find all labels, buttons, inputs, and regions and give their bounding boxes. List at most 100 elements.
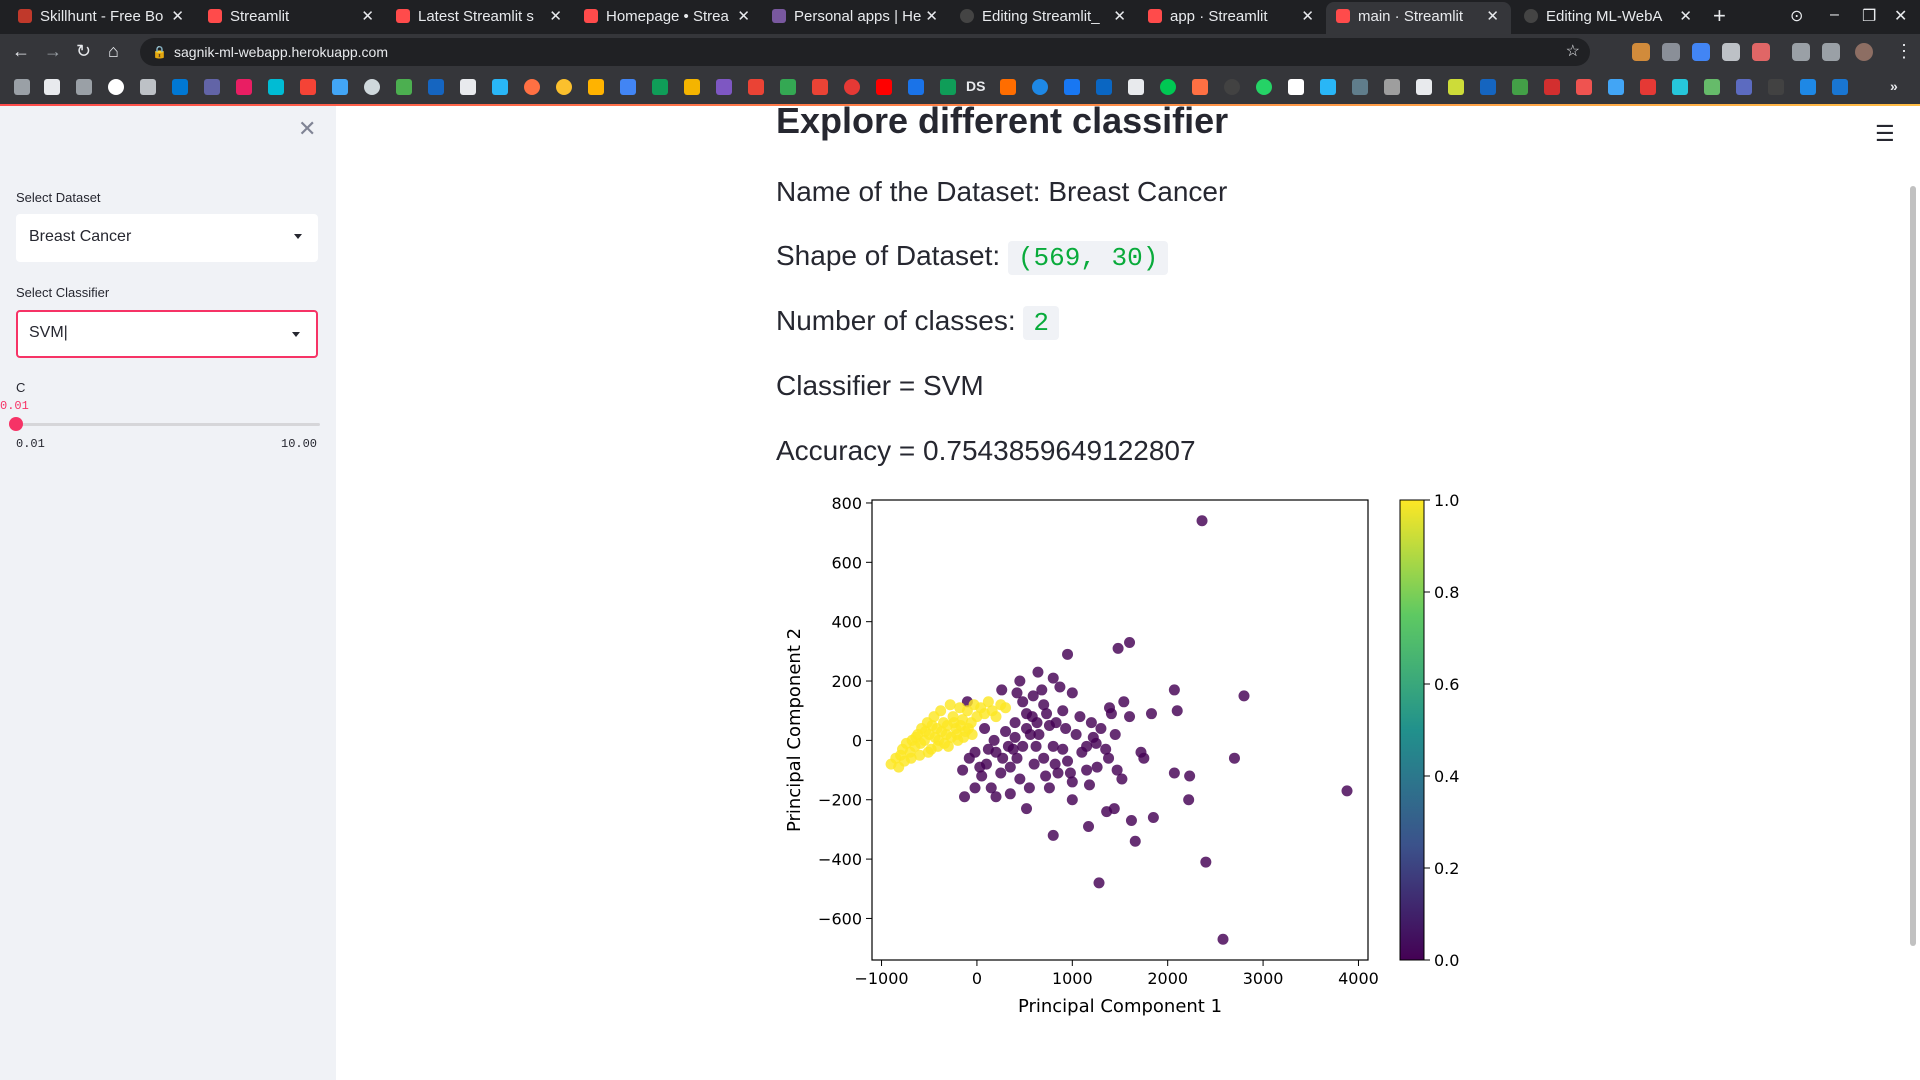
close-icon[interactable]: ✕: [1301, 8, 1314, 25]
browser-tab-active[interactable]: main · Streamlit ✕: [1326, 2, 1511, 34]
browser-tab[interactable]: Homepage • Strea ✕: [584, 4, 754, 30]
bookmark-icon[interactable]: [588, 79, 604, 95]
back-icon[interactable]: ←: [12, 41, 30, 61]
classifier-select[interactable]: SVM|: [16, 310, 318, 358]
scrollbar[interactable]: [1910, 186, 1916, 946]
extension-icon[interactable]: [1662, 43, 1680, 61]
avatar[interactable]: [1855, 43, 1873, 61]
bookmark-icon[interactable]: [1736, 79, 1752, 95]
close-icon[interactable]: ✕: [171, 8, 184, 25]
close-icon[interactable]: ✕: [298, 116, 317, 141]
facebook-icon[interactable]: [1064, 79, 1080, 95]
bookmark-icon[interactable]: [1032, 79, 1048, 95]
extension-icon[interactable]: [1632, 43, 1650, 61]
hamburger-menu-icon[interactable]: ☰: [1875, 121, 1895, 146]
close-icon[interactable]: ✕: [1679, 8, 1692, 25]
close-icon[interactable]: ✕: [361, 8, 374, 25]
bookmark-icon[interactable]: [1128, 79, 1144, 95]
drive-icon[interactable]: [780, 79, 796, 95]
close-icon[interactable]: ✕: [1486, 8, 1499, 25]
close-icon[interactable]: ✕: [737, 8, 750, 25]
bookmark-icon[interactable]: [1768, 79, 1784, 95]
bookmark-icon[interactable]: [76, 79, 92, 95]
outlook-icon[interactable]: [172, 79, 188, 95]
bookmark-icon[interactable]: [1672, 79, 1688, 95]
bookmark-icon[interactable]: [1448, 79, 1464, 95]
github-icon[interactable]: [1224, 79, 1240, 95]
slider-track[interactable]: [16, 423, 320, 426]
bookmark-icon[interactable]: [1640, 79, 1656, 95]
linkedin-icon[interactable]: [1096, 79, 1112, 95]
bookmark-icon[interactable]: [1544, 79, 1560, 95]
bookmark-icon[interactable]: [1160, 79, 1176, 95]
minimize-icon[interactable]: –: [1830, 6, 1839, 23]
bookmark-icon[interactable]: [1608, 79, 1624, 95]
restore-icon[interactable]: ❐: [1862, 8, 1877, 25]
dropbox-icon[interactable]: [1832, 79, 1848, 95]
new-tab-button[interactable]: +: [1713, 3, 1726, 28]
extension-icon[interactable]: [1752, 43, 1770, 61]
bookmark-icon[interactable]: [268, 79, 284, 95]
menu-kebab-icon[interactable]: ⋮: [1895, 41, 1913, 61]
whatsapp-icon[interactable]: [1256, 79, 1272, 95]
bookmark-icon[interactable]: [1384, 79, 1400, 95]
reload-icon[interactable]: ↻: [76, 41, 92, 61]
bookmark-icon[interactable]: [396, 79, 412, 95]
bookmark-icon[interactable]: [1512, 79, 1528, 95]
medium-icon[interactable]: [1288, 79, 1304, 95]
bookmark-icon[interactable]: [524, 79, 540, 95]
slides-icon[interactable]: [684, 79, 700, 95]
bookmark-icon[interactable]: [492, 79, 508, 95]
bookmark-icon[interactable]: [1416, 79, 1432, 95]
bookmark-icon[interactable]: [428, 79, 444, 95]
browser-tab[interactable]: Streamlit ✕: [208, 4, 378, 30]
dataset-select[interactable]: Breast Cancer: [16, 214, 318, 262]
bookmark-star-icon[interactable]: ☆: [1565, 43, 1580, 60]
bookmark-icon[interactable]: [460, 79, 476, 95]
browser-tab[interactable]: app · Streamlit ✕: [1148, 4, 1318, 30]
bookmark-icon[interactable]: [1000, 79, 1016, 95]
forward-icon[interactable]: →: [44, 41, 62, 61]
bookmark-icon[interactable]: [1352, 79, 1368, 95]
bookmark-icon[interactable]: [940, 79, 956, 95]
bookmark-icon[interactable]: [1320, 79, 1336, 95]
window-close-icon[interactable]: ✕: [1894, 8, 1908, 25]
extension-icon[interactable]: [1722, 43, 1740, 61]
bookmark-icon[interactable]: [1480, 79, 1496, 95]
bookmark-icon[interactable]: [1192, 79, 1208, 95]
bookmark-icon[interactable]: [300, 79, 316, 95]
bookmark-icon[interactable]: [844, 79, 860, 95]
puzzle-icon[interactable]: [1792, 43, 1810, 61]
youtube-icon[interactable]: [876, 79, 892, 95]
browser-tab[interactable]: Editing Streamlit_ ✕: [960, 4, 1130, 30]
docs-icon[interactable]: [620, 79, 636, 95]
bookmark-icon[interactable]: [364, 79, 380, 95]
bookmark-icon[interactable]: [140, 79, 156, 95]
extension-icon[interactable]: [1692, 43, 1710, 61]
bookmark-icon[interactable]: [748, 79, 764, 95]
bookmark-icon[interactable]: [332, 79, 348, 95]
bookmark-icon[interactable]: [1704, 79, 1720, 95]
browser-tab[interactable]: Personal apps | He ✕: [772, 4, 942, 30]
bookmark-ds-label[interactable]: DS: [966, 78, 986, 94]
bookmark-icon[interactable]: [44, 79, 60, 95]
bookmark-icon[interactable]: [1800, 79, 1816, 95]
address-bar[interactable]: 🔒 sagnik-ml-webapp.herokuapp.com ☆: [140, 38, 1590, 66]
folder-icon[interactable]: [14, 79, 30, 95]
media-icon[interactable]: [1822, 43, 1840, 61]
bookmark-icon[interactable]: [556, 79, 572, 95]
more-bookmarks-icon[interactable]: »: [1890, 78, 1898, 94]
browser-tab[interactable]: Editing ML-WebA ✕: [1524, 4, 1696, 30]
google-icon[interactable]: [108, 79, 124, 95]
gmail-icon[interactable]: [812, 79, 828, 95]
tab-search-icon[interactable]: ⊙: [1790, 8, 1804, 25]
browser-tab[interactable]: Latest Streamlit s ✕: [396, 4, 566, 30]
sheets-icon[interactable]: [652, 79, 668, 95]
bookmark-icon[interactable]: [1576, 79, 1592, 95]
bookmark-icon[interactable]: [236, 79, 252, 95]
slider-thumb[interactable]: [9, 417, 23, 431]
calendar-icon[interactable]: [908, 79, 924, 95]
forms-icon[interactable]: [716, 79, 732, 95]
close-icon[interactable]: ✕: [1113, 8, 1126, 25]
teams-icon[interactable]: [204, 79, 220, 95]
